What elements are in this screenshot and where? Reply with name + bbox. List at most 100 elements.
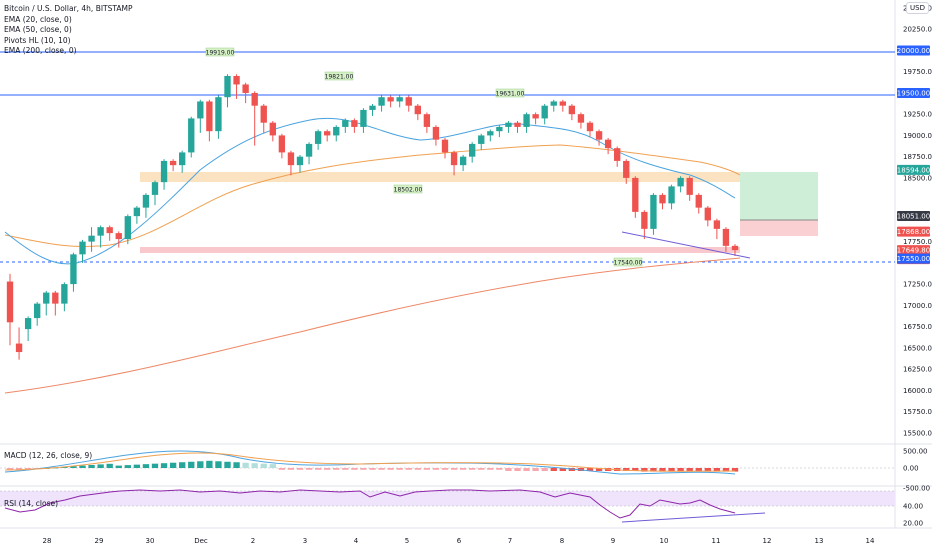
- price-trendline[interactable]: [621, 231, 751, 259]
- candle[interactable]: [704, 205, 711, 227]
- candle[interactable]: [677, 176, 684, 193]
- candle[interactable]: [43, 290, 50, 316]
- candle[interactable]: [287, 150, 295, 176]
- candle[interactable]: [369, 103, 376, 116]
- candle[interactable]: [496, 125, 503, 138]
- candle[interactable]: [15, 327, 23, 360]
- candle[interactable]: [251, 91, 258, 146]
- candle[interactable]: [269, 120, 276, 142]
- candle[interactable]: [115, 231, 122, 248]
- candle[interactable]: [215, 95, 222, 139]
- candle[interactable]: [514, 120, 521, 133]
- candle[interactable]: [79, 239, 86, 263]
- candle[interactable]: [568, 103, 576, 121]
- candle[interactable]: [487, 129, 494, 142]
- candle[interactable]: [595, 129, 603, 146]
- currency-button[interactable]: USD: [906, 2, 929, 14]
- candle[interactable]: [614, 146, 621, 167]
- candle[interactable]: [441, 137, 449, 159]
- candle[interactable]: [405, 95, 412, 112]
- macd-label[interactable]: MACD (12, 26, close, 9): [4, 451, 93, 460]
- candle[interactable]: [387, 95, 394, 108]
- candle[interactable]: [333, 125, 340, 142]
- candle[interactable]: [478, 133, 485, 150]
- candle[interactable]: [731, 244, 739, 257]
- symbol-title[interactable]: Bitcoin / U.S. Dollar, 4h, BITSTAMP: [4, 4, 133, 13]
- candle[interactable]: [224, 74, 231, 108]
- candle[interactable]: [659, 193, 666, 210]
- candle[interactable]: [124, 214, 131, 245]
- candle[interactable]: [142, 193, 150, 218]
- candle[interactable]: [668, 184, 675, 210]
- ema200-line: [4, 257, 741, 394]
- candle[interactable]: [151, 180, 159, 206]
- candle[interactable]: [160, 159, 168, 190]
- candle[interactable]: [242, 82, 249, 104]
- macd-bar: [659, 468, 666, 472]
- candle[interactable]: [505, 120, 512, 133]
- candle[interactable]: [532, 112, 539, 125]
- candle[interactable]: [314, 129, 322, 150]
- position-stop-area[interactable]: [740, 220, 818, 236]
- candle[interactable]: [24, 316, 32, 342]
- candle[interactable]: [197, 99, 204, 133]
- candle[interactable]: [459, 154, 467, 172]
- candle[interactable]: [70, 252, 77, 292]
- candle[interactable]: [133, 205, 141, 224]
- candle[interactable]: [632, 176, 639, 218]
- candle[interactable]: [88, 227, 95, 252]
- candle[interactable]: [559, 99, 566, 112]
- candle[interactable]: [586, 120, 594, 138]
- candle[interactable]: [61, 282, 68, 312]
- ema20-legend[interactable]: EMA (20, close, 0): [4, 14, 72, 24]
- candle[interactable]: [722, 227, 730, 252]
- ema50-legend[interactable]: EMA (50, close, 0): [4, 25, 72, 34]
- candle[interactable]: [179, 150, 186, 173]
- candle[interactable]: [52, 290, 59, 316]
- candle[interactable]: [34, 301, 41, 326]
- candle[interactable]: [550, 99, 557, 112]
- candle[interactable]: [577, 112, 585, 129]
- candle[interactable]: [233, 74, 240, 99]
- candle[interactable]: [414, 103, 421, 121]
- candle[interactable]: [188, 116, 195, 158]
- candle[interactable]: [305, 142, 313, 165]
- candle[interactable]: [351, 118, 358, 133]
- ema200-legend[interactable]: EMA (200, close, 0): [4, 46, 77, 55]
- candle[interactable]: [278, 133, 286, 159]
- candle[interactable]: [378, 95, 385, 112]
- candle[interactable]: [713, 218, 721, 240]
- candle[interactable]: [641, 210, 648, 240]
- candle[interactable]: [450, 150, 458, 176]
- candle[interactable]: [623, 159, 630, 184]
- candle[interactable]: [650, 193, 657, 235]
- position-target-area[interactable]: [740, 172, 818, 220]
- rsi-trendline[interactable]: [621, 512, 766, 523]
- macd-bar: [514, 468, 521, 471]
- candle[interactable]: [396, 95, 403, 108]
- time-axis[interactable]: 28 29 30 Dec 2 3 4 5 6 7 8 9 10 11 12 13 14: [43, 537, 875, 545]
- candle[interactable]: [432, 125, 440, 146]
- candle[interactable]: [106, 225, 113, 241]
- candle[interactable]: [296, 154, 304, 173]
- candle[interactable]: [6, 273, 14, 346]
- candle[interactable]: [686, 176, 693, 201]
- pivots-legend[interactable]: Pivots HL (10, 10): [4, 35, 71, 45]
- macd-bar: [6, 468, 14, 471]
- candle[interactable]: [206, 99, 213, 142]
- candle[interactable]: [97, 225, 104, 248]
- candle[interactable]: [260, 103, 267, 133]
- candle[interactable]: [541, 103, 548, 125]
- candle[interactable]: [324, 129, 331, 142]
- macd-bar: [360, 468, 367, 470]
- candle[interactable]: [342, 118, 349, 133]
- candle[interactable]: [360, 108, 367, 133]
- candle[interactable]: [469, 142, 476, 163]
- candle[interactable]: [523, 112, 530, 133]
- candle[interactable]: [604, 137, 612, 155]
- candle[interactable]: [423, 112, 431, 133]
- candle[interactable]: [169, 159, 177, 172]
- rsi-label[interactable]: RSI (14, close): [4, 499, 59, 508]
- candle[interactable]: [695, 193, 702, 214]
